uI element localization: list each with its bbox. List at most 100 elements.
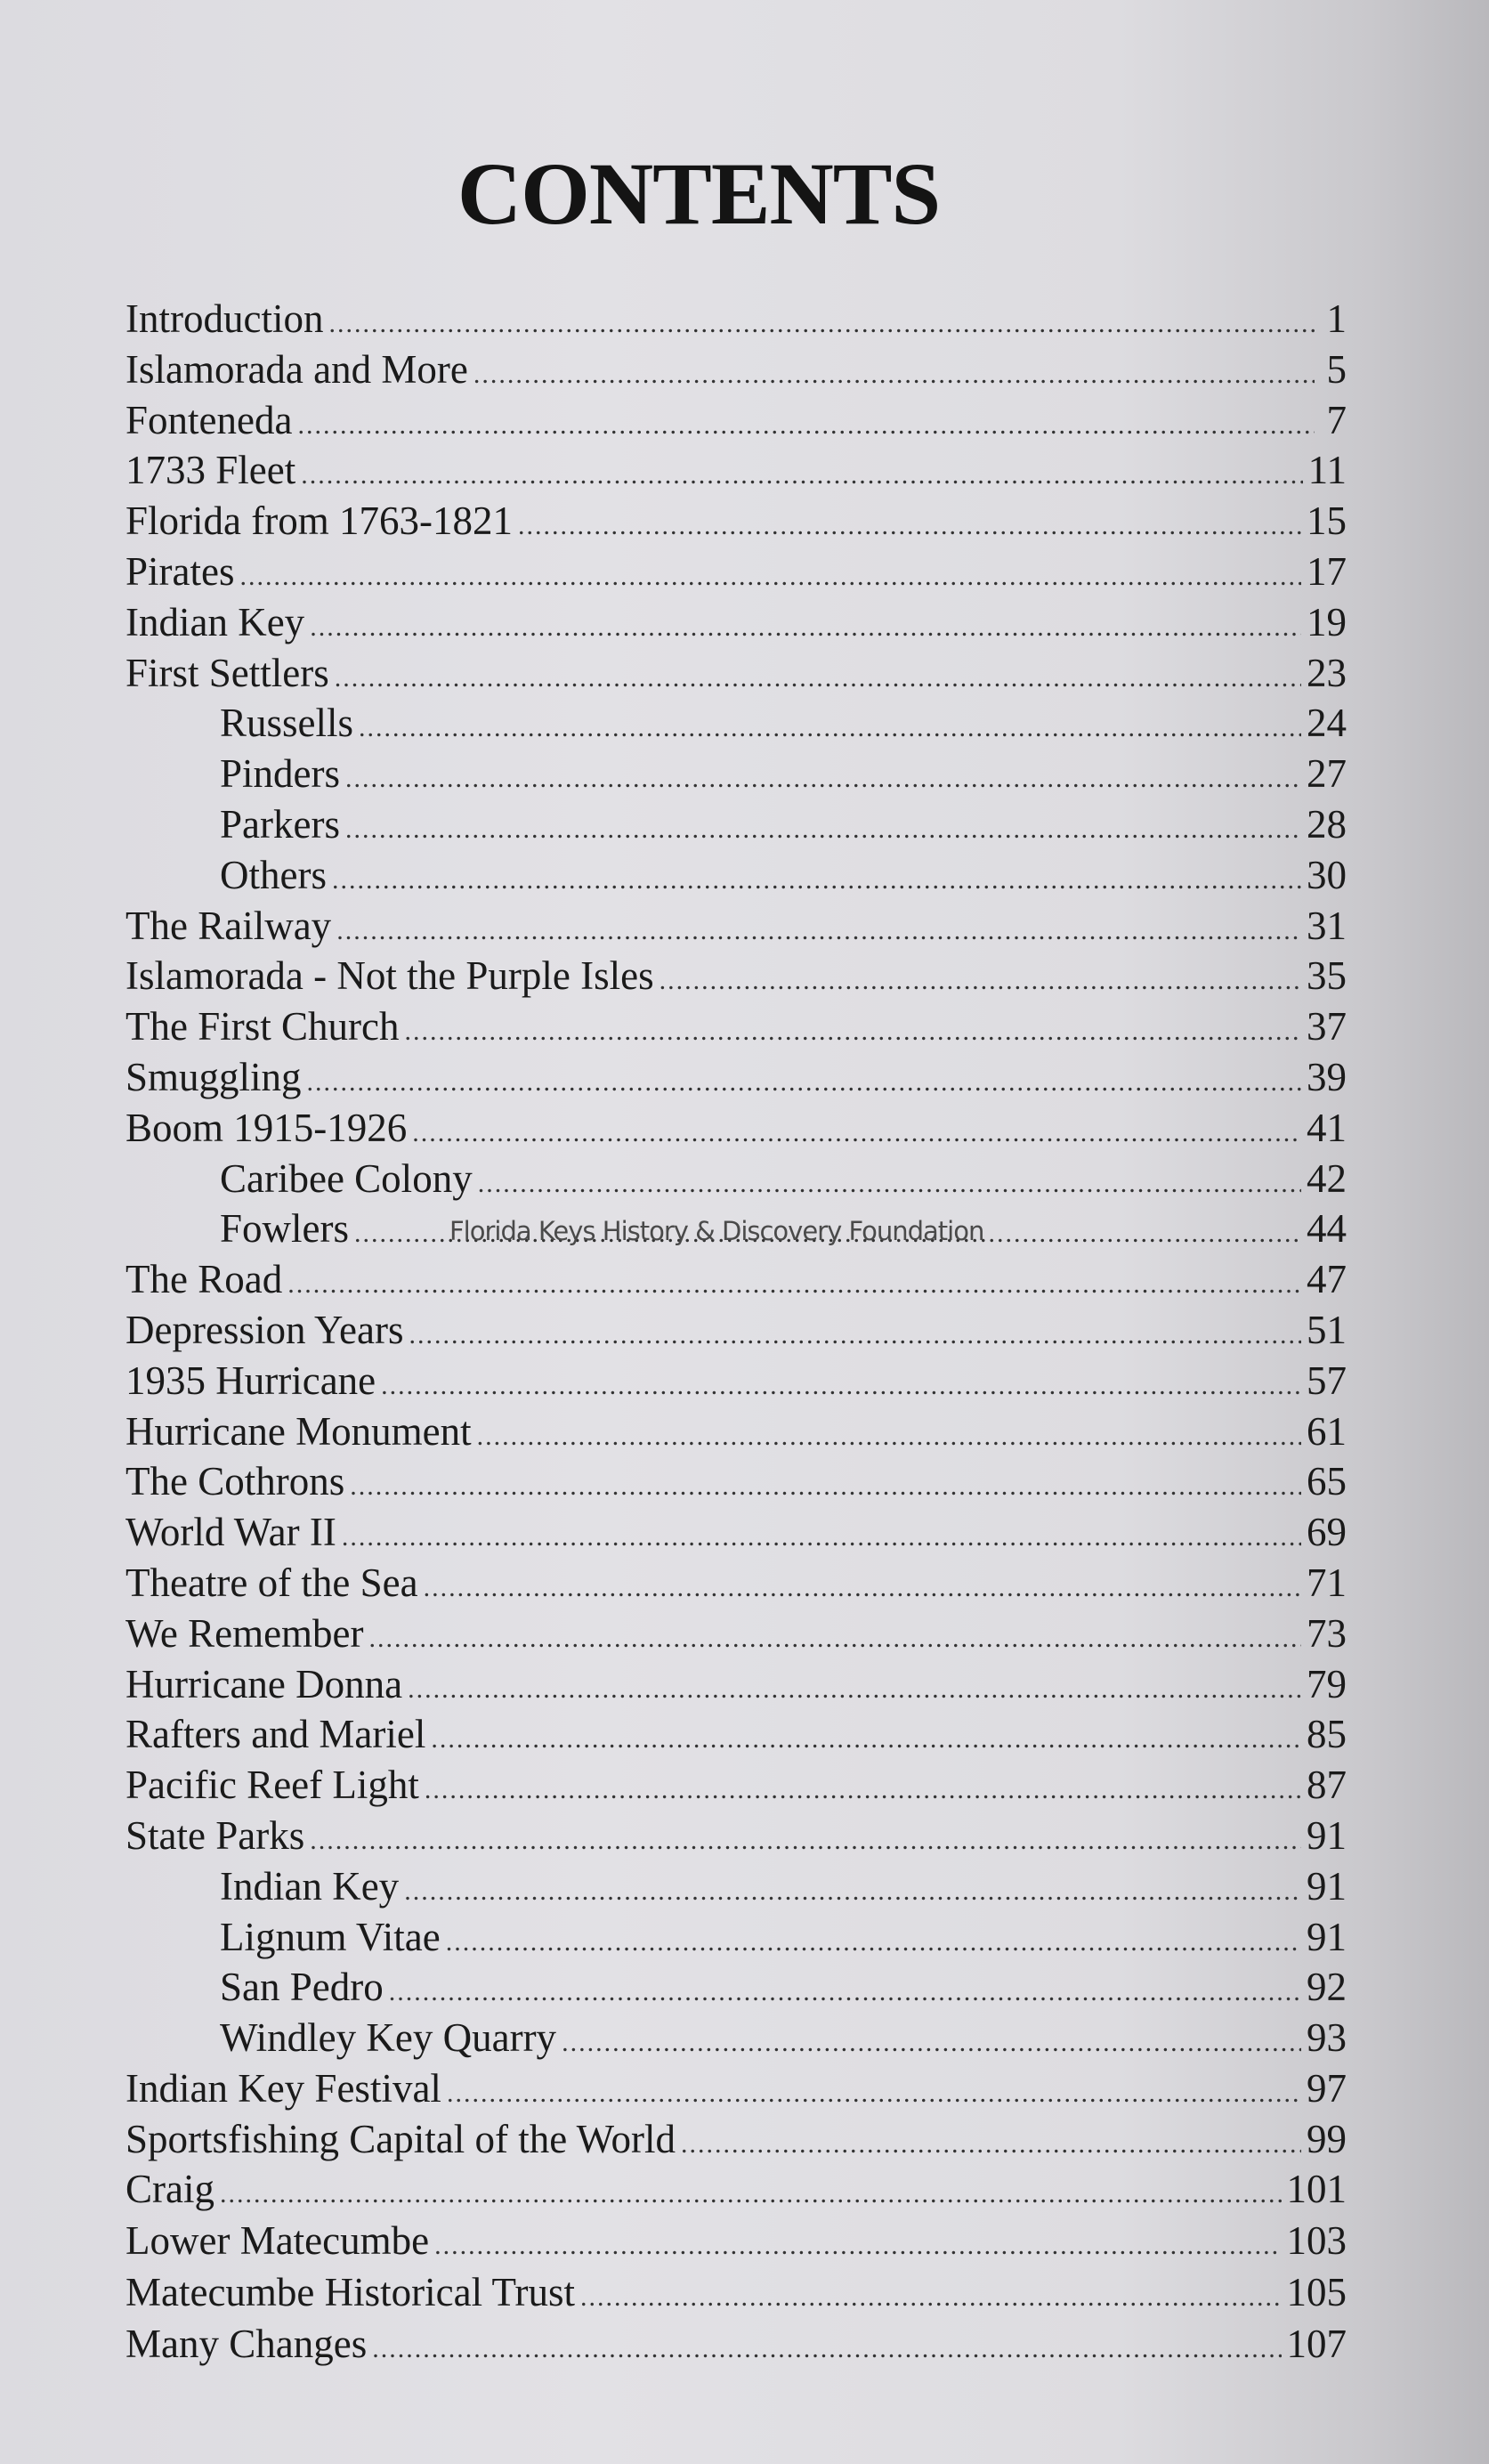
entry-page-number: 87 bbox=[1307, 1763, 1347, 1808]
entry-page-number: 91 bbox=[1307, 1914, 1347, 1959]
dot-leader bbox=[307, 1058, 1301, 1108]
toc-subentry: Windley Key Quarry 93 bbox=[125, 2013, 1347, 2063]
toc-entry: Islamorada - Not the Purple Isles 35 bbox=[125, 951, 1347, 1001]
entry-page-number: 17 bbox=[1307, 548, 1347, 594]
dot-leader bbox=[335, 653, 1301, 704]
toc-entry: State Parks 91 bbox=[125, 1811, 1347, 1861]
entry-page-number: 91 bbox=[1307, 1812, 1347, 1858]
entry-title: Introduction bbox=[125, 296, 324, 341]
entry-title: Hurricane Monument bbox=[125, 1408, 472, 1454]
watermark: Florida Keys History & Discovery Foundat… bbox=[449, 1216, 984, 1246]
dot-leader bbox=[220, 2169, 1282, 2220]
toc-entry: The Road 47 bbox=[125, 1254, 1347, 1305]
entry-page-number: 61 bbox=[1307, 1408, 1347, 1454]
dot-leader bbox=[389, 1967, 1301, 2018]
dot-leader bbox=[446, 1917, 1301, 1968]
toc-entry: Indian Key 19 bbox=[125, 597, 1347, 648]
dot-leader bbox=[478, 1159, 1301, 1210]
entry-title: 1733 Fleet bbox=[125, 448, 296, 493]
entry-page-number: 99 bbox=[1307, 2116, 1347, 2161]
entry-page-number: 51 bbox=[1307, 1307, 1347, 1352]
dot-leader bbox=[336, 906, 1301, 957]
toc-entry: Lower Matecumbe 103 bbox=[125, 2216, 1347, 2267]
entry-title: Pirates bbox=[125, 548, 235, 594]
entry-title: Lower Matecumbe bbox=[125, 2218, 430, 2264]
entry-page-number: 105 bbox=[1286, 2270, 1347, 2315]
dot-leader bbox=[297, 401, 1315, 451]
toc-entry: Fonteneda 7 bbox=[125, 395, 1347, 446]
dot-leader bbox=[345, 805, 1301, 855]
dot-leader bbox=[477, 1412, 1301, 1463]
dot-leader bbox=[473, 350, 1315, 401]
dot-leader bbox=[301, 450, 1302, 501]
entry-title: Caribee Colony bbox=[220, 1155, 473, 1201]
entry-title: Florida from 1763-1821 bbox=[125, 498, 513, 544]
toc-entry: Sportsfishing Capital of the World 99 bbox=[125, 2114, 1347, 2165]
entry-title: Others bbox=[220, 852, 327, 897]
dot-leader bbox=[447, 2069, 1301, 2120]
toc-entry: Pacific Reef Light 87 bbox=[125, 1760, 1347, 1811]
entry-title: The First Church bbox=[125, 1004, 400, 1050]
toc-entry: Introduction 1 bbox=[125, 294, 1347, 344]
entry-title: The Cothrons bbox=[125, 1459, 345, 1504]
dot-leader bbox=[681, 2120, 1301, 2170]
entry-page-number: 24 bbox=[1307, 701, 1347, 746]
toc-subentry: Others 30 bbox=[125, 850, 1347, 901]
entry-title: Many Changes bbox=[125, 2322, 368, 2367]
dot-leader bbox=[328, 299, 1315, 350]
toc-entry: Hurricane Monument 61 bbox=[125, 1406, 1347, 1457]
entry-title: Fonteneda bbox=[125, 397, 293, 442]
entry-title: Theatre of the Sea bbox=[125, 1560, 418, 1605]
dot-leader bbox=[350, 1462, 1301, 1512]
dot-leader bbox=[381, 1361, 1301, 1412]
toc-entry: Smuggling 39 bbox=[125, 1052, 1347, 1103]
dot-leader bbox=[425, 1765, 1301, 1816]
toc-entry: Hurricane Donna 79 bbox=[125, 1659, 1347, 1710]
toc-subentry: Indian Key 91 bbox=[125, 1861, 1347, 1912]
toc-entry: Matecumbe Historical Trust 105 bbox=[125, 2267, 1347, 2319]
entry-title: Pacific Reef Light bbox=[125, 1763, 419, 1808]
entry-page-number: 27 bbox=[1307, 751, 1347, 797]
toc-entry: We Remember 73 bbox=[125, 1609, 1347, 1659]
entry-title: Depression Years bbox=[125, 1307, 404, 1352]
entry-title: World War II bbox=[125, 1510, 336, 1555]
entry-page-number: 57 bbox=[1307, 1358, 1347, 1403]
toc-subentry: Caribee Colony 42 bbox=[125, 1154, 1347, 1204]
entry-page-number: 47 bbox=[1307, 1257, 1347, 1302]
entry-title: Lignum Vitae bbox=[220, 1914, 441, 1959]
page-title: CONTENTS bbox=[457, 144, 941, 243]
dot-leader bbox=[660, 956, 1301, 1007]
dot-leader bbox=[580, 2273, 1282, 2323]
entry-page-number: 35 bbox=[1307, 953, 1347, 999]
dot-leader bbox=[372, 2324, 1281, 2375]
toc-entry: The Railway 31 bbox=[125, 901, 1347, 952]
dot-leader bbox=[239, 552, 1301, 603]
entry-title: Islamorada and More bbox=[125, 346, 468, 392]
dot-leader bbox=[409, 1310, 1301, 1361]
entry-page-number: 7 bbox=[1326, 397, 1347, 442]
entry-title: State Parks bbox=[125, 1812, 305, 1858]
entry-page-number: 91 bbox=[1307, 1863, 1347, 1909]
toc-entry: Pirates 17 bbox=[125, 547, 1347, 597]
entry-title: Fowlers bbox=[220, 1206, 349, 1252]
entry-page-number: 69 bbox=[1307, 1510, 1347, 1555]
entry-page-number: 97 bbox=[1307, 2065, 1347, 2111]
entry-page-number: 15 bbox=[1307, 498, 1347, 544]
toc-entry: Islamorada and More 5 bbox=[125, 344, 1347, 395]
entry-page-number: 39 bbox=[1307, 1054, 1347, 1099]
entry-page-number: 19 bbox=[1307, 599, 1347, 644]
entry-title: San Pedro bbox=[220, 1965, 384, 2010]
dot-leader bbox=[359, 703, 1301, 754]
toc-entry: First Settlers 23 bbox=[125, 648, 1347, 699]
entry-page-number: 1 bbox=[1326, 296, 1347, 341]
entry-page-number: 71 bbox=[1307, 1560, 1347, 1605]
entry-title: The Road bbox=[125, 1257, 283, 1302]
dot-leader bbox=[310, 603, 1301, 653]
toc-entry: Boom 1915-1926 41 bbox=[125, 1103, 1347, 1154]
toc-entry: The First Church 37 bbox=[125, 1001, 1347, 1052]
entry-page-number: 11 bbox=[1307, 448, 1347, 493]
entry-page-number: 5 bbox=[1326, 346, 1347, 392]
dot-leader bbox=[424, 1563, 1301, 1614]
entry-title: Indian Key bbox=[220, 1863, 400, 1909]
entry-title: Rafters and Mariel bbox=[125, 1712, 426, 1757]
